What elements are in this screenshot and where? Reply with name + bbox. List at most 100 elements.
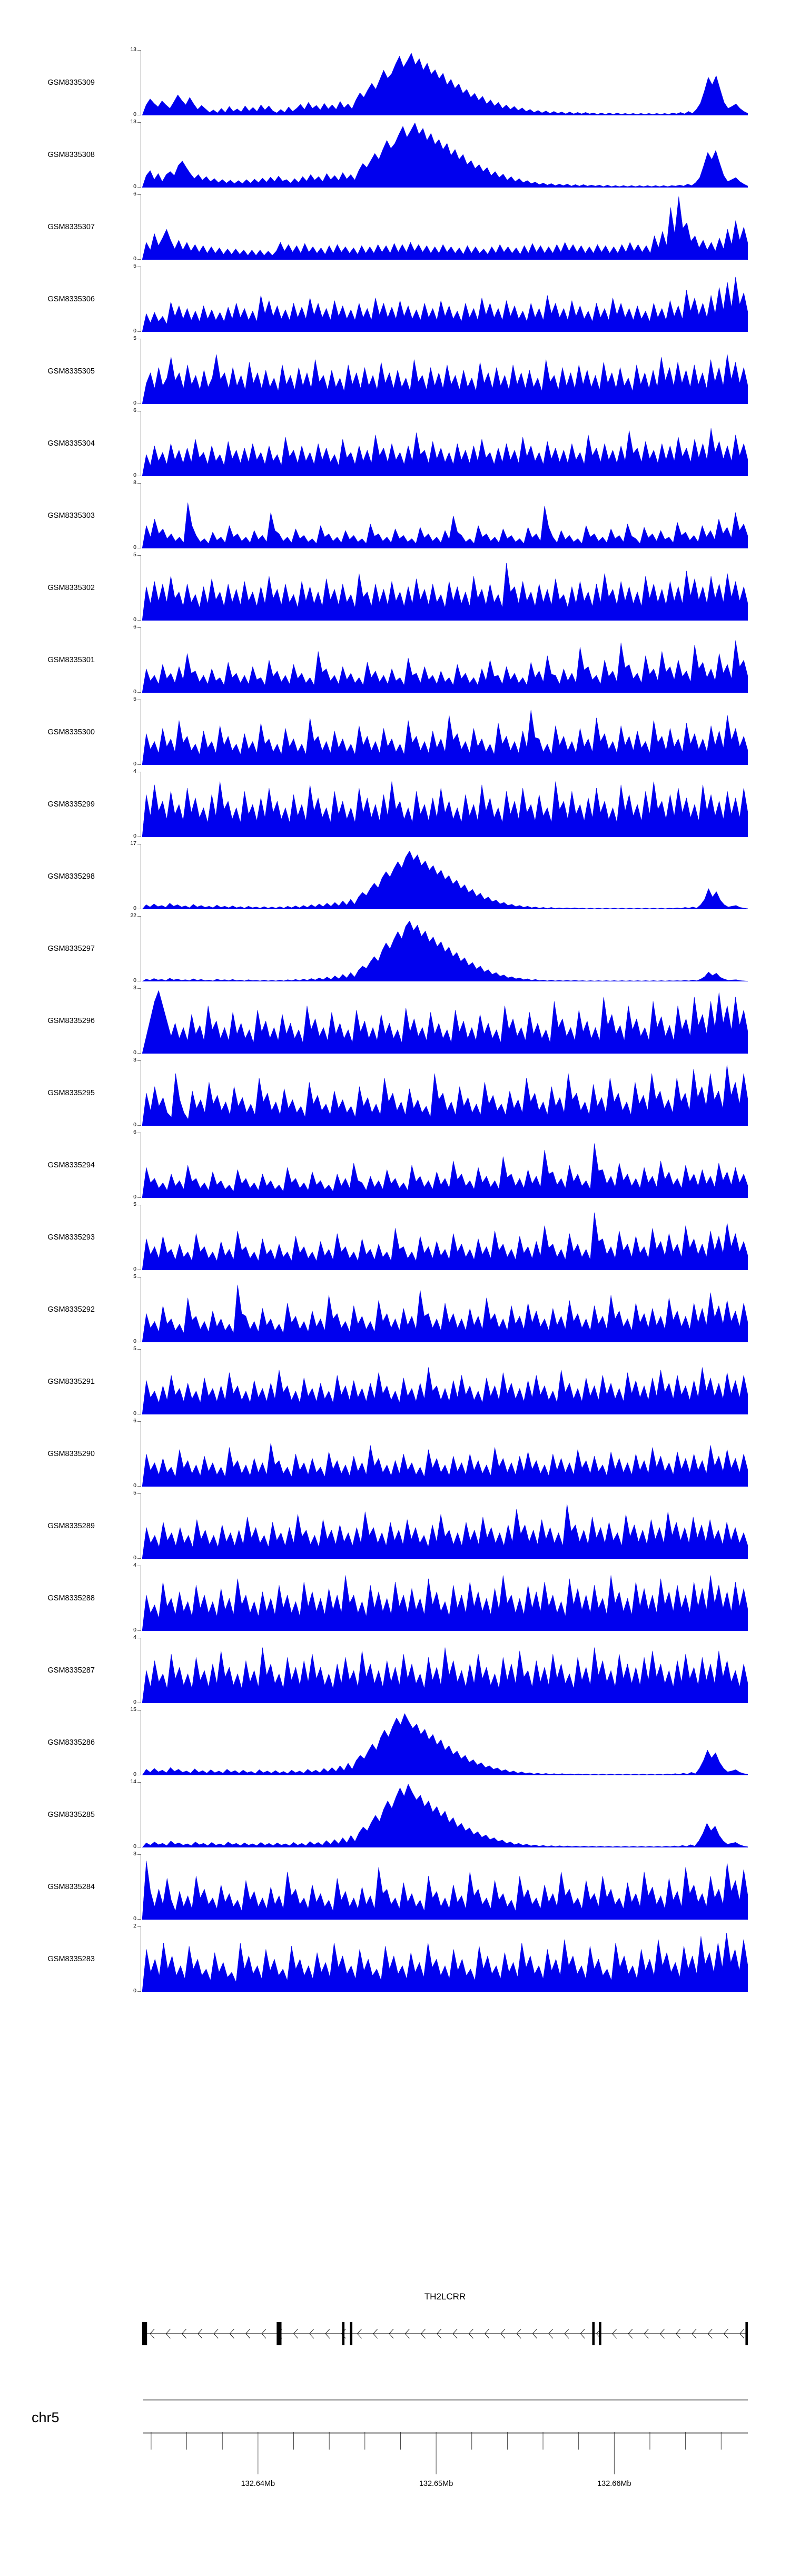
coverage-plot[interactable] <box>142 194 748 260</box>
y-axis-tick-min <box>137 620 141 621</box>
coverage-track: GSM8335298 17 0 <box>0 840 790 912</box>
track-label: GSM8335293 <box>47 1233 95 1242</box>
y-axis-min-label: 0 <box>133 1771 136 1777</box>
y-axis-max-label: 3 <box>133 1057 136 1063</box>
coverage-track: GSM8335308 13 0 <box>0 119 790 191</box>
coverage-plot[interactable] <box>142 1854 748 1920</box>
y-axis-min-label: 0 <box>133 1915 136 1922</box>
coordinate-axis[interactable]: 132.64Mb 132.65Mb 132.66Mb <box>142 2432 748 2532</box>
y-axis-tick-min <box>137 1125 141 1126</box>
y-axis-max-label: 5 <box>133 1273 136 1280</box>
coverage-track: GSM8335309 13 0 <box>0 46 790 119</box>
coverage-plot[interactable] <box>142 411 748 476</box>
y-axis-min-label: 0 <box>133 977 136 984</box>
coverage-track: GSM8335304 6 0 <box>0 407 790 479</box>
coverage-track: GSM8335287 4 0 <box>0 1634 790 1706</box>
y-axis-max-label: 15 <box>130 1706 136 1713</box>
coverage-plot[interactable] <box>142 267 748 332</box>
y-axis-min-label: 0 <box>133 1266 136 1272</box>
coverage-plot[interactable] <box>142 916 748 981</box>
track-label: GSM8335300 <box>47 727 95 736</box>
y-axis-min-label: 0 <box>133 1482 136 1489</box>
coverage-plot[interactable] <box>142 483 748 548</box>
coverage-plot[interactable] <box>142 1205 748 1270</box>
y-axis-max-label: 5 <box>133 1345 136 1352</box>
track-label: GSM8335290 <box>47 1449 95 1458</box>
y-axis-min-label: 0 <box>133 905 136 911</box>
coverage-track: GSM8335297 22 0 <box>0 912 790 985</box>
y-axis: 15 0 <box>125 1706 143 1778</box>
track-label: GSM8335302 <box>47 583 95 592</box>
gene-model[interactable] <box>142 2317 748 2351</box>
coverage-track: GSM8335293 5 0 <box>0 1201 790 1273</box>
svg-text:132.66Mb: 132.66Mb <box>597 2480 631 2488</box>
track-label: GSM8335299 <box>47 800 95 809</box>
coverage-plot[interactable] <box>142 555 748 621</box>
gene-annotation-track: TH2LCRR <box>0 2292 790 2381</box>
coverage-plot[interactable] <box>142 1421 748 1487</box>
y-axis-max-label: 6 <box>133 407 136 414</box>
coverage-plot[interactable] <box>142 1566 748 1631</box>
coverage-track: GSM8335306 5 0 <box>0 263 790 335</box>
coverage-track: GSM8335289 5 0 <box>0 1490 790 1562</box>
coverage-plot[interactable] <box>142 988 748 1054</box>
y-axis-min-label: 0 <box>133 1627 136 1633</box>
y-axis-min-label: 0 <box>133 1843 136 1850</box>
coverage-plot[interactable] <box>142 1782 748 1847</box>
y-axis-min-label: 0 <box>133 616 136 623</box>
y-axis: 13 0 <box>125 46 143 119</box>
y-axis: 14 0 <box>125 1778 143 1851</box>
coverage-plot[interactable] <box>142 1926 748 1992</box>
track-label: GSM8335309 <box>47 78 95 87</box>
coverage-plot[interactable] <box>142 844 748 909</box>
y-axis-tick-min <box>137 1197 141 1198</box>
coverage-plot[interactable] <box>142 122 748 188</box>
coverage-track: GSM8335288 4 0 <box>0 1562 790 1634</box>
coverage-plot[interactable] <box>142 1710 748 1775</box>
coverage-plot[interactable] <box>142 50 748 115</box>
y-axis-min-label: 0 <box>133 544 136 550</box>
y-axis-min-label: 0 <box>133 1988 136 1994</box>
coverage-plot[interactable] <box>142 1060 748 1126</box>
y-axis-max-label: 6 <box>133 624 136 630</box>
coverage-plot[interactable] <box>142 1638 748 1703</box>
coverage-track: GSM8335286 15 0 <box>0 1706 790 1778</box>
coverage-plot[interactable] <box>142 1493 748 1559</box>
coverage-plot[interactable] <box>142 1349 748 1414</box>
y-axis-tick-min <box>137 1486 141 1487</box>
y-axis-tick-max <box>137 916 141 917</box>
y-axis-max-label: 13 <box>130 119 136 125</box>
coverage-plot[interactable] <box>142 627 748 693</box>
svg-text:132.65Mb: 132.65Mb <box>419 2480 453 2488</box>
coverage-plot[interactable] <box>142 700 748 765</box>
coverage-track: GSM8335291 5 0 <box>0 1345 790 1418</box>
y-axis-tick-max <box>137 1493 141 1494</box>
y-axis-min-label: 0 <box>133 111 136 117</box>
coverage-track: GSM8335294 6 0 <box>0 1129 790 1201</box>
y-axis-min-label: 0 <box>133 761 136 767</box>
y-axis-min-label: 0 <box>133 183 136 190</box>
y-axis-tick-min <box>137 187 141 188</box>
y-axis-min-label: 0 <box>133 328 136 334</box>
chromosome-axis-track: chr5 132.64Mb 132.65Mb 132.66Mb <box>0 2386 790 2544</box>
track-label: GSM8335297 <box>47 944 95 953</box>
track-label: GSM8335303 <box>47 511 95 520</box>
coverage-plot[interactable] <box>142 772 748 837</box>
track-label: GSM8335296 <box>47 1016 95 1025</box>
coverage-plot[interactable] <box>142 339 748 404</box>
coverage-plot[interactable] <box>142 1133 748 1198</box>
coverage-plot[interactable] <box>142 1277 748 1342</box>
y-axis-tick-max <box>137 555 141 556</box>
track-label: GSM8335308 <box>47 150 95 159</box>
track-label: GSM8335305 <box>47 367 95 376</box>
